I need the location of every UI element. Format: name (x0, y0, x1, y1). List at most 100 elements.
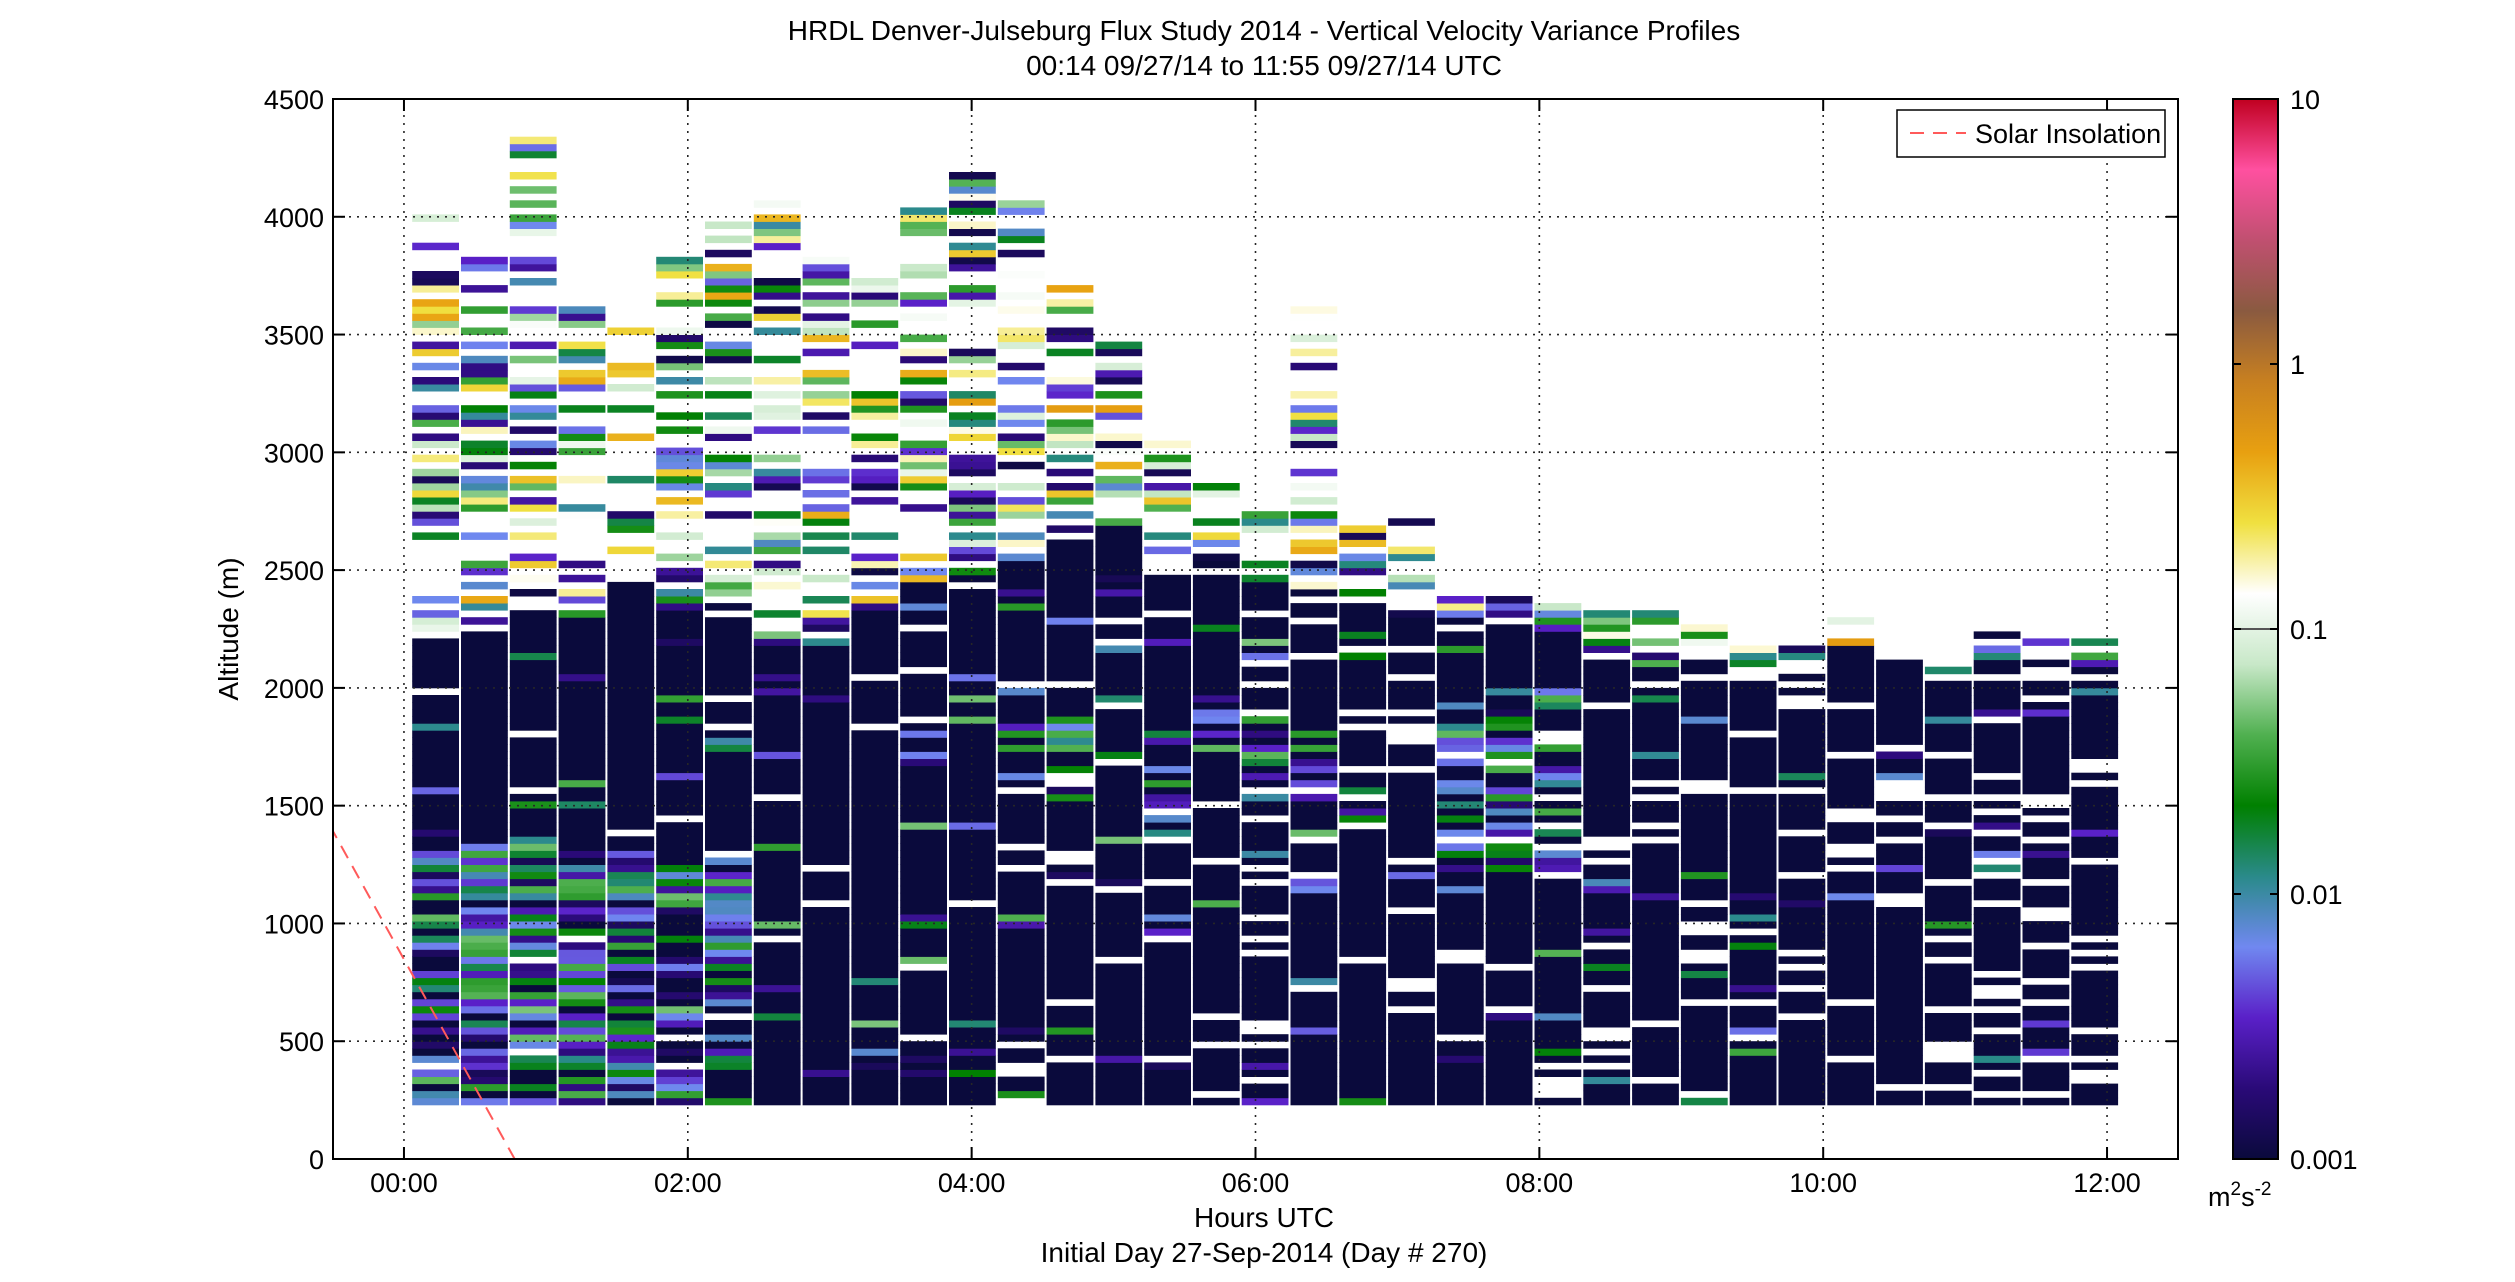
heatmap-cell (851, 871, 899, 880)
heatmap-cell (607, 405, 655, 413)
heatmap-cell (1192, 695, 1240, 703)
heatmap-cell (461, 843, 508, 851)
heatmap-cell (1583, 970, 1631, 979)
heatmap-cell (1534, 603, 1582, 611)
heatmap-cell (2022, 963, 2070, 971)
heatmap-cell (558, 765, 606, 774)
heatmap-cell (851, 603, 899, 611)
heatmap-cell (949, 723, 996, 731)
heatmap-cell (949, 355, 996, 364)
heatmap-cell (1632, 1055, 1679, 1063)
heatmap-cell (1046, 921, 1094, 929)
heatmap-cell (1876, 928, 1923, 936)
heatmap-cell (412, 928, 459, 936)
heatmap-cell (1973, 758, 2021, 767)
heatmap-cell (1973, 801, 2021, 809)
heatmap-cell (1924, 709, 1972, 717)
heatmap-cell (900, 956, 947, 964)
heatmap-cell (1632, 1083, 1679, 1092)
heatmap-cell (1924, 1062, 1972, 1070)
heatmap-cell (1924, 815, 1972, 823)
heatmap-cell (509, 829, 557, 837)
y-tick-label: 2500 (264, 556, 324, 586)
heatmap-cell (1339, 907, 1387, 915)
heatmap-cell (607, 666, 655, 675)
heatmap-cell (1339, 984, 1387, 993)
heatmap-cell (705, 885, 752, 894)
heatmap-cell (1876, 1055, 1923, 1063)
heatmap-cell (1192, 589, 1240, 597)
heatmap-cell (1046, 433, 1094, 441)
heatmap-cell (1534, 610, 1582, 618)
heatmap-cell (851, 278, 899, 286)
heatmap-cell (1046, 687, 1094, 696)
heatmap-cell (753, 1090, 801, 1099)
heatmap-cell (509, 998, 557, 1007)
heatmap-cell (705, 907, 752, 915)
heatmap-cell (1729, 723, 1777, 731)
heatmap-cell (461, 652, 508, 661)
heatmap-cell (1144, 631, 1191, 639)
heatmap-cell (1729, 1027, 1777, 1035)
heatmap-cell (1632, 942, 1679, 950)
heatmap-cell (900, 214, 947, 222)
heatmap-cell (1046, 483, 1094, 491)
x-axis: 00:00 02:00 04:00 06:00 08:00 10:00 12:00 (370, 99, 2141, 1198)
heatmap-cell (705, 991, 752, 1000)
heatmap-cell (1876, 1027, 1923, 1035)
heatmap-cell (1192, 617, 1240, 625)
heatmap-cell (851, 779, 899, 788)
heatmap-cell (1534, 970, 1582, 979)
heatmap-cell (997, 949, 1045, 957)
heatmap-cell (509, 560, 557, 569)
heatmap-cell (412, 278, 459, 286)
heatmap-cell (1192, 878, 1240, 887)
heatmap-cell (802, 334, 850, 343)
heatmap-cell (1290, 1027, 1338, 1035)
heatmap-cell (558, 1097, 606, 1106)
heatmap-cell (802, 709, 850, 717)
heatmap-cell (1729, 892, 1777, 901)
heatmap-cell (753, 532, 801, 540)
heatmap-cell (1485, 716, 1533, 724)
heatmap-cell (851, 956, 899, 964)
heatmap-cell (900, 885, 947, 894)
heatmap-cell (2022, 956, 2070, 964)
heatmap-cell (1973, 1048, 2021, 1056)
heatmap-cell (997, 532, 1045, 540)
heatmap-cell (412, 377, 459, 385)
heatmap-cell (1046, 942, 1094, 950)
heatmap-cell (1778, 1027, 1826, 1035)
heatmap-cell (2022, 1005, 2070, 1014)
heatmap-cell (509, 772, 557, 781)
heatmap-cell (753, 709, 801, 717)
heatmap-cell (949, 638, 996, 646)
heatmap-cell (1339, 1055, 1387, 1063)
heatmap-cell (1436, 963, 1484, 971)
heatmap-cell (949, 461, 996, 470)
heatmap-cell (753, 822, 801, 830)
colorbar-unit-sup2: -2 (2255, 1179, 2272, 1200)
heatmap-cell (558, 991, 606, 1000)
heatmap-cell (1729, 970, 1777, 979)
heatmap-cell (1680, 1097, 1728, 1106)
heatmap-cell (412, 1055, 459, 1063)
heatmap-cell (949, 1097, 996, 1106)
heatmap-cell (1778, 652, 1826, 661)
heatmap-cell (412, 341, 459, 350)
heatmap-cell (851, 737, 899, 745)
heatmap-cell (1436, 977, 1484, 986)
heatmap-cell (412, 772, 459, 781)
heatmap-cell (1241, 624, 1289, 632)
heatmap-cell (1729, 680, 1777, 689)
heatmap-cell (2022, 1027, 2070, 1035)
heatmap-cell (997, 200, 1045, 208)
heatmap-cell (1729, 991, 1777, 1000)
heatmap-cell (851, 914, 899, 922)
heatmap-cell (1583, 1097, 1631, 1106)
heatmap-cell (1241, 730, 1289, 738)
heatmap-cell (1339, 631, 1387, 639)
heatmap-cell (1583, 956, 1631, 964)
heatmap-cell (1144, 624, 1191, 632)
heatmap-cell (1680, 666, 1728, 675)
